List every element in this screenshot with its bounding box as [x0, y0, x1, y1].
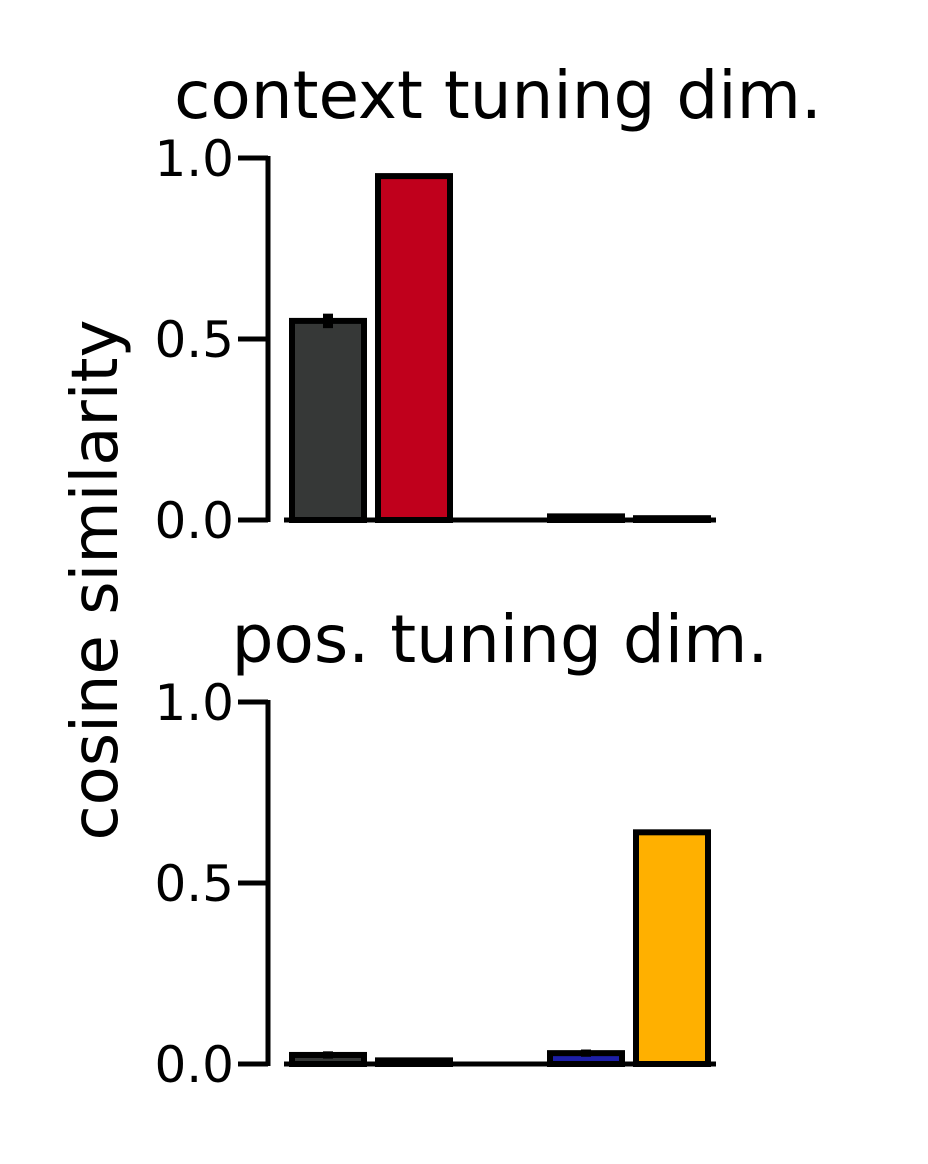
bar: [375, 173, 453, 523]
y-tick-label: 0.5: [154, 311, 234, 369]
y-tick-label: 0.0: [154, 1036, 234, 1094]
bar: [289, 317, 367, 523]
y-tick-label: 1.0: [154, 674, 234, 732]
y-tick-label: 0.5: [154, 855, 234, 913]
chart-title: pos. tuning dim.: [232, 601, 769, 678]
bar: [633, 829, 711, 1067]
y-tick-label: 0.0: [154, 492, 234, 550]
chart-title: context tuning dim.: [174, 57, 822, 134]
y-tick-label: 1.0: [154, 130, 234, 188]
panel-pos-tuning: pos. tuning dim. 0.0 0.5 1.0: [154, 601, 768, 1094]
y-axis-label: cosine similarity: [59, 319, 133, 840]
panel-context-tuning: context tuning dim. 0.0 0.5 1.0: [154, 57, 821, 550]
